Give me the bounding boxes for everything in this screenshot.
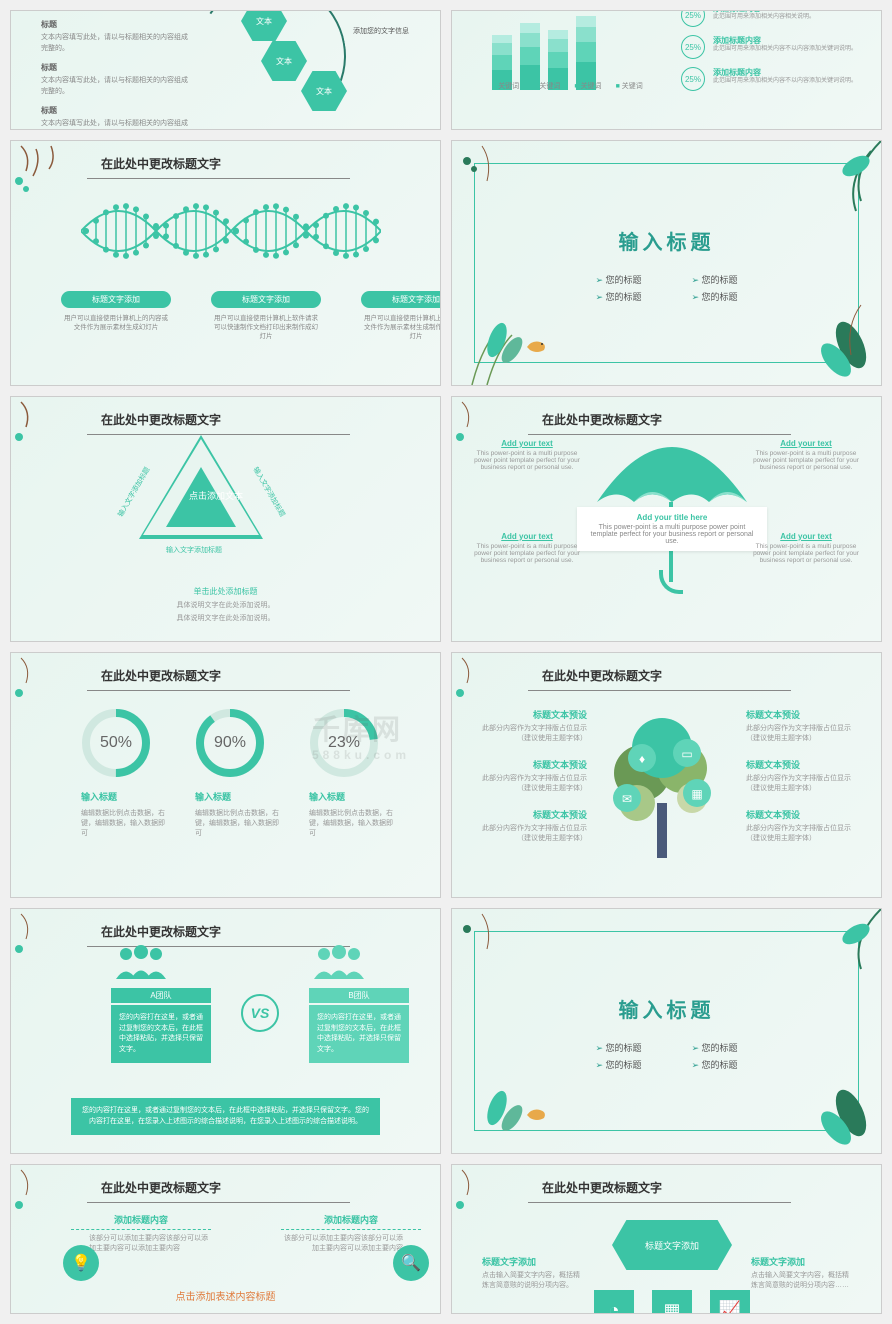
slide-dna: 在此处中更改标题文字 标题文字添加用户可以直接使用计算机上的内容或文件作为展示素… bbox=[10, 140, 441, 386]
slide-title: 在此处中更改标题文字 bbox=[11, 397, 440, 432]
tri-side-3: 输入文字添加标题 bbox=[166, 545, 222, 555]
chart-legend: 关键词关键词关键词关键词 bbox=[492, 81, 643, 91]
corner-text-br: Add your textThis power-point is a multi… bbox=[751, 532, 861, 564]
tree-text-l3: 标题文本预设此部分内容作为文字排版占位显示（建议使用主题字体） bbox=[477, 808, 587, 843]
shape-text-r: 标题文字添加点击输入简要文字内容，概括精炼言简意赅的说明分项内容…… bbox=[751, 1255, 851, 1290]
tree-text-l2: 标题文本预设此部分内容作为文字排版占位显示（建议使用主题字体） bbox=[477, 758, 587, 793]
grid-icon: ▦ bbox=[652, 1290, 692, 1314]
slide-title-floral-1: 输入标题 您的标题您的标题 您的标题您的标题 bbox=[451, 140, 882, 386]
slide-shapes: 在此处中更改标题文字 标题文字添加 ◔ ▦ 📈 标题文字添加点击输入简要文字内容… bbox=[451, 1164, 882, 1314]
shape-text-l: 标题文字添加点击输入简要文字内容，概括精炼言简意赅的说明分项内容。 bbox=[482, 1255, 582, 1290]
slide-title: 在此处中更改标题文字 bbox=[11, 653, 440, 688]
svg-text:▦: ▦ bbox=[691, 787, 702, 801]
triangle-center-text: 点击添加文本 bbox=[186, 489, 246, 502]
corner-text-bl: Add your textThis power-point is a multi… bbox=[472, 532, 582, 564]
chart-icon: 📈 bbox=[710, 1290, 750, 1314]
team-a: A团队 您的内容打在这里，或者通过复制您的文本后，在此框中选择粘贴，并选择只保留… bbox=[111, 944, 211, 1063]
svg-text:▭: ▭ bbox=[681, 747, 692, 761]
bulb-item-1: 添加标题内容该部分可以添加主要内容该部分可以添加主要内容可以添加主要内容 💡 bbox=[71, 1213, 211, 1254]
slide-bars: 关键词关键词关键词关键词 25%添加标题内容此范围可用来添加相关内容相关说明。 … bbox=[451, 10, 882, 130]
search-icon: 🔍 bbox=[393, 1245, 429, 1281]
tree-text-l1: 标题文本预设此部分内容作为文字排版占位显示（建议使用主题字体） bbox=[477, 708, 587, 743]
slide-vs: 在此处中更改标题文字 A团队 您的内容打在这里，或者通过复制您的文本后，在此框中… bbox=[10, 908, 441, 1154]
tree-graphic: ♦ ▭ ✉ ▦ bbox=[592, 703, 732, 863]
tree-text-r1: 标题文本预设此部分内容作为文字排版占位显示（建议使用主题字体） bbox=[746, 708, 856, 743]
pie-icon: ◔ bbox=[594, 1290, 634, 1314]
slide-bulbs: 在此处中更改标题文字 添加标题内容该部分可以添加主要内容该部分可以添加主要内容可… bbox=[10, 1164, 441, 1314]
team-b: B团队 您的内容打在这里，或者通过复制您的文本后，在此框中选择粘贴，并选择只保留… bbox=[309, 944, 409, 1063]
slide-title: 在此处中更改标题文字 bbox=[452, 397, 881, 432]
bulb-bottom-title: 点击添加表述内容标题 bbox=[11, 1288, 440, 1303]
corner-text-tl: Add your textThis power-point is a multi… bbox=[472, 439, 582, 471]
svg-text:♦: ♦ bbox=[639, 752, 645, 766]
slide-title: 在此处中更改标题文字 bbox=[11, 1165, 440, 1200]
slide-triangle: 在此处中更改标题文字 点击添加文本 输入文字添加标题 输入文字添加标题 输入文字… bbox=[10, 396, 441, 642]
slide-title: 在此处中更改标题文字 bbox=[11, 141, 440, 176]
tree-text-r2: 标题文本预设此部分内容作为文字排版占位显示（建议使用主题字体） bbox=[746, 758, 856, 793]
slide-tree: 在此处中更改标题文字 ♦ ▭ ✉ ▦ 标题文本预设此部分内容作为文字排版占位显示… bbox=[451, 652, 882, 898]
slide-title: 在此处中更改标题文字 bbox=[452, 1165, 881, 1200]
slide-title: 在此处中更改标题文字 bbox=[452, 653, 881, 688]
dna-graphic bbox=[81, 191, 381, 271]
triangle-bottom: 单击此处添加标题 具体说明文字在此处添加说明。具体说明文字在此处添加说明。 bbox=[11, 586, 440, 623]
bulb-item-2: 添加标题内容该部分可以添加主要内容该部分可以添加主要内容可以添加主要内容 🔍 bbox=[281, 1213, 421, 1254]
tree-text-r3: 标题文本预设此部分内容作为文字排版占位显示（建议使用主题字体） bbox=[746, 808, 856, 843]
corner-text-tr: Add your textThis power-point is a multi… bbox=[751, 439, 861, 471]
svg-text:✉: ✉ bbox=[622, 792, 632, 806]
slide-hexagons: 标题文本内容填写此处，请以与标题相关的内容组成完整的。 标题文本内容填写此处，请… bbox=[10, 10, 441, 130]
hex-side-label: 添加您的文字信息 bbox=[341, 16, 421, 46]
vs-badge: VS bbox=[241, 994, 279, 1032]
slide-umbrella: 在此处中更改标题文字 Add your title hereThis power… bbox=[451, 396, 882, 642]
slide-donuts: 在此处中更改标题文字 50%输入标题编辑数据比例点击数据，右键，编辑数据，输入数… bbox=[10, 652, 441, 898]
pill-row: 标题文字添加用户可以直接使用计算机上的内容或文件作为展示素材生成幻灯片 标题文字… bbox=[61, 291, 441, 341]
slide-title-floral-2: 输入标题 您的标题您的标题 您的标题您的标题 bbox=[451, 908, 882, 1154]
umbrella-graphic bbox=[597, 432, 747, 512]
bird-icon bbox=[522, 332, 552, 357]
percent-list: 25%添加标题内容此范围可用来添加相关内容相关说明。 25%添加标题内容此范围可… bbox=[681, 10, 861, 99]
watermark: 千库网588ku.com bbox=[312, 708, 410, 762]
umbrella-textbox: Add your title hereThis power-point is a… bbox=[577, 507, 767, 551]
hex-big: 标题文字添加 bbox=[612, 1220, 732, 1270]
vs-bottom-box: 您的内容打在这里，或者通过复制您的文本后，在此框中选择粘贴，并选择只保留文字。您… bbox=[71, 1098, 380, 1135]
lightbulb-icon: 💡 bbox=[63, 1245, 99, 1281]
slide-title: 在此处中更改标题文字 bbox=[11, 909, 440, 944]
bar-chart bbox=[492, 16, 596, 90]
left-text-block: 标题文本内容填写此处，请以与标题相关的内容组成完整的。 标题文本内容填写此处，请… bbox=[41, 11, 191, 130]
